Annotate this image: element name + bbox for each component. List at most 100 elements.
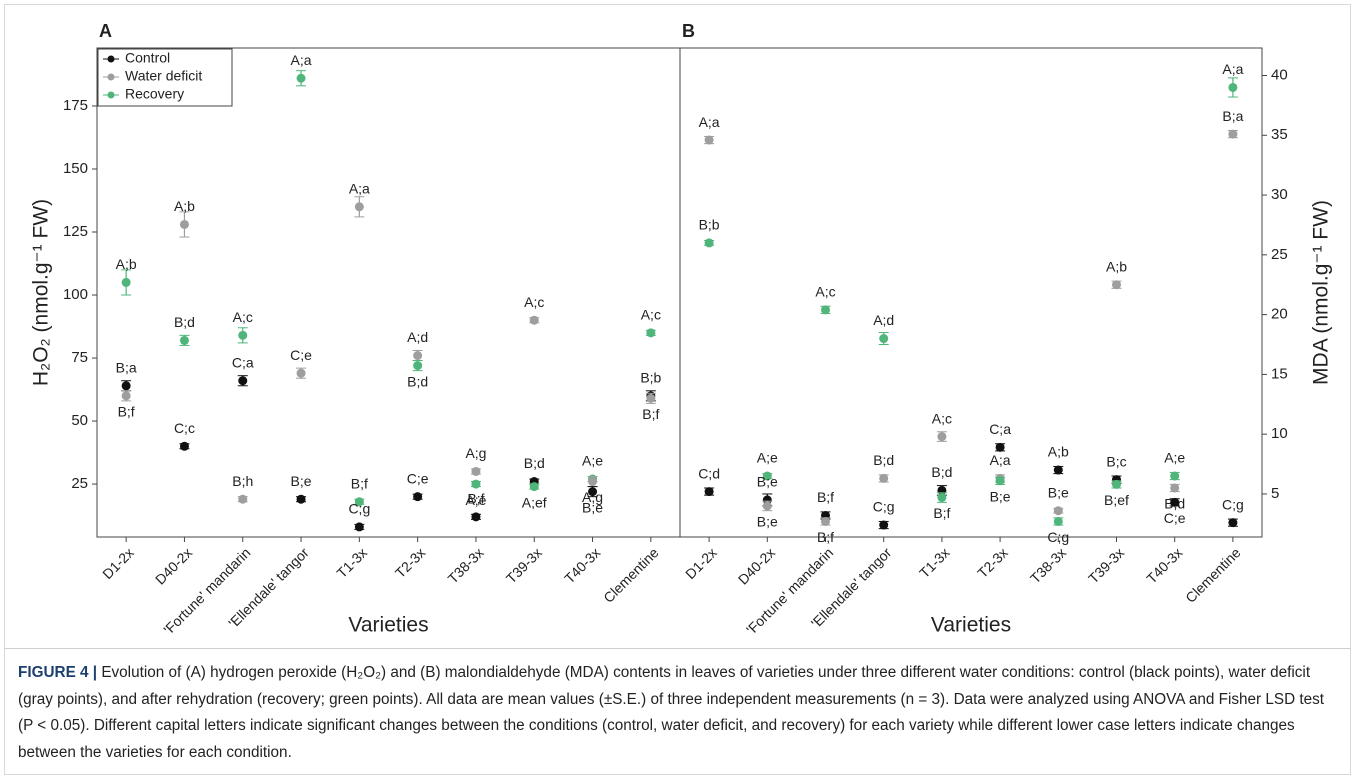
x-tick-label: T1-3x	[916, 544, 953, 581]
point	[121, 391, 131, 401]
y-tick-label: 5	[1271, 485, 1279, 502]
x-tick-label: T40-3x	[561, 544, 603, 586]
point	[879, 520, 889, 530]
point	[588, 487, 598, 497]
letter-label: A;b	[1048, 444, 1069, 460]
letter-label: A;a	[1222, 61, 1243, 77]
y-tick-label: 40	[1271, 66, 1288, 83]
x-axis-title: Varieties	[348, 614, 428, 637]
point	[937, 432, 947, 442]
point	[413, 492, 423, 502]
letter-label: A;e	[1164, 450, 1185, 466]
y-tick-label: 35	[1271, 126, 1288, 143]
letter-label: B;f	[642, 406, 659, 422]
letter-label: A;c	[815, 284, 835, 300]
letter-label: B;e	[291, 473, 312, 489]
point	[1170, 483, 1180, 493]
letter-label: A;ef	[522, 494, 547, 510]
x-tick-label: Clementine	[600, 544, 662, 606]
point	[1170, 471, 1180, 481]
point	[995, 476, 1005, 486]
point	[1228, 518, 1238, 528]
letter-label: C;e	[407, 470, 429, 486]
letter-label: B;e	[1048, 484, 1069, 500]
letter-label: A;b	[116, 256, 137, 272]
point	[179, 441, 189, 451]
x-tick-label: T2-3x	[974, 544, 1011, 581]
chart: A 25 50 75 100 125 150 175 H₂O₂ (nmol.g⁻¹ FW) Var…	[30, 21, 1333, 638]
panel-label: A	[99, 21, 112, 41]
letter-label: A;c	[524, 294, 544, 310]
y-tick-label: 175	[63, 97, 88, 114]
letter-label: B;d	[174, 314, 195, 330]
point	[704, 238, 714, 248]
point	[1228, 129, 1238, 139]
letter-label: C;a	[232, 354, 254, 370]
legend-box	[97, 48, 233, 107]
point	[704, 135, 714, 145]
legend-marker	[107, 73, 115, 81]
letter-label: B;e	[990, 489, 1011, 505]
letter-label: A;a	[349, 181, 370, 197]
point	[879, 473, 889, 483]
y-tick-label: 15	[1271, 365, 1288, 382]
point	[121, 381, 131, 391]
point	[1170, 497, 1180, 507]
y-tick-label: 75	[71, 349, 88, 366]
point	[471, 512, 481, 522]
point	[179, 219, 189, 229]
x-tick-label: D1-2x	[99, 544, 137, 582]
letter-label: C;e	[290, 347, 312, 363]
x-tick-label: T39-3x	[503, 544, 545, 586]
x-axis-title: Varieties	[931, 614, 1011, 637]
y-tick-label: 10	[1271, 425, 1288, 442]
letter-label: B;d	[873, 452, 894, 468]
point	[1053, 516, 1063, 526]
letter-label: B;f	[817, 489, 834, 505]
point	[646, 328, 656, 338]
letter-label: B;f	[467, 491, 484, 507]
caption: FIGURE 4 | Evolution of (A) hydrogen per…	[18, 660, 1340, 766]
letter-label: B;d	[524, 455, 545, 471]
caption-text: Evolution of (A) hydrogen peroxide (H₂O₂…	[18, 664, 1325, 761]
letter-label: A;e	[757, 450, 778, 466]
point	[1053, 506, 1063, 516]
letter-label: A;b	[174, 198, 195, 214]
legend-label: Recovery	[125, 86, 184, 102]
x-tick-label: T39-3x	[1085, 544, 1127, 586]
x-tick-label: D40-2x	[152, 544, 195, 587]
point	[238, 330, 248, 340]
point	[413, 351, 423, 361]
point	[296, 73, 306, 83]
letter-label: B;ef	[1104, 492, 1129, 508]
point	[704, 487, 714, 497]
letter-label: A;c	[932, 410, 952, 426]
point	[354, 497, 364, 507]
letter-label: B;a	[1222, 108, 1243, 124]
legend-marker	[107, 91, 115, 99]
point	[296, 368, 306, 378]
letter-label: B;e	[757, 474, 778, 490]
letter-label: C;c	[174, 420, 195, 436]
y-tick-label: 50	[71, 412, 88, 429]
letter-label: A;b	[1106, 258, 1127, 274]
plot-frame	[679, 47, 1263, 538]
legend-label: Control	[125, 50, 170, 66]
letter-label: A;d	[407, 329, 428, 345]
y-tick-label: 25	[71, 475, 88, 492]
point	[238, 376, 248, 386]
legend-marker	[107, 55, 115, 63]
letter-label: B;h	[232, 473, 253, 489]
point	[646, 393, 656, 403]
point	[529, 482, 539, 492]
point	[821, 305, 830, 315]
point	[471, 479, 481, 489]
point	[995, 442, 1005, 452]
panel-label: B	[682, 21, 695, 41]
x-tick-label: T38-3x	[1027, 544, 1069, 586]
letter-label: B;f	[118, 404, 135, 420]
y-axis-title: H₂O₂ (nmol.g⁻¹ FW)	[30, 199, 53, 386]
letter-label: B;b	[640, 370, 661, 386]
letter-label: A;a	[990, 452, 1011, 468]
letter-label: B;f	[817, 529, 834, 545]
